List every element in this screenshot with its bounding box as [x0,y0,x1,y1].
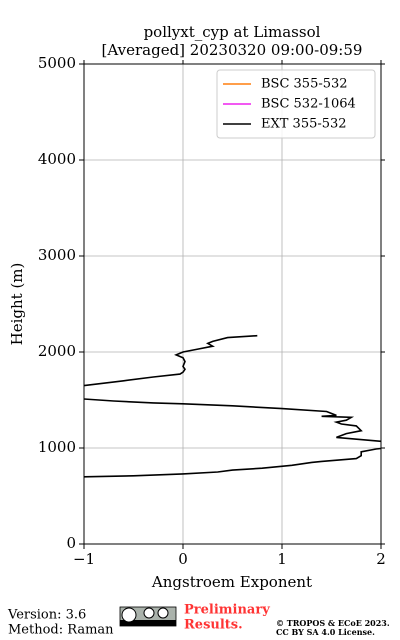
cc-logo [119,606,177,627]
x-tick-label: 2 [376,550,386,568]
copyright: © TROPOS & ECoE 2023. [276,618,390,628]
y-tick-label: 4000 [38,150,76,168]
x-tick-label: 0 [178,550,188,568]
plot-frame [83,63,382,545]
legend-label: BSC 355-532 [261,77,348,92]
y-tick-label: 5000 [38,54,76,72]
y-tick-label: 1000 [38,438,76,456]
series-line [84,334,381,478]
plot-lines [84,334,381,478]
x-tick-label: −1 [73,550,95,568]
x-axis-label: Angstroem Exponent [151,573,312,591]
legend-label: EXT 355-532 [261,117,347,132]
y-tick-label: 0 [66,534,76,552]
version: Version: 3.6 [7,608,86,623]
y-axis-label: Height (m) [8,263,26,346]
status: Preliminary [184,603,270,618]
y-tick-label: 3000 [38,246,76,264]
method: Method: Raman [8,623,114,638]
legend-box [216,69,376,139]
chart-title: pollyxt_cyp at Limassol [144,23,321,41]
x-tick-label: 1 [277,550,287,568]
legend-label: BSC 532-1064 [261,97,356,112]
legend: BSC 355-532 BSC 532-1064 EXT 355-532 [216,69,376,139]
status: Results. [184,618,243,633]
chart-title: [Averaged] 20230320 09:00-09:59 [102,41,363,59]
y-tick-label: 2000 [38,342,76,360]
copyright: CC BY SA 4.0 License. [276,627,375,637]
